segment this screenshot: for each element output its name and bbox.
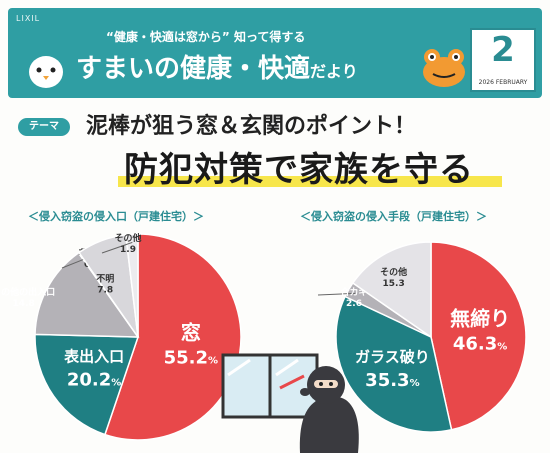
slice-value: 35.3%: [365, 370, 419, 391]
window-illustration: [221, 353, 319, 419]
slice-label: 窓: [181, 321, 201, 345]
slice-value: 14.8: [13, 299, 35, 309]
slice-label: ガラス破り: [355, 348, 430, 366]
title-main: すまいの健康・快適: [76, 54, 311, 84]
slice-value: 55.2%: [164, 348, 218, 369]
brand-logo: LIXIL: [16, 14, 41, 23]
pie-slice-2-1: [430, 241, 527, 431]
issue-month: 2: [491, 30, 515, 70]
newsletter-header: LIXIL “健康・快適は窓から” 知って得する すまいの健康・快適だより 2 …: [8, 8, 542, 98]
pie-slice-2-2: [335, 295, 453, 433]
slice-label: 無締り: [450, 307, 510, 331]
pie-slice-2-4: [351, 241, 432, 339]
pie-chart-entry: 窓55.2%表出入口20.2%その他の出入口14.8非常口0.1不明7.8その他…: [0, 232, 242, 441]
leader-line: [317, 292, 356, 296]
headline: 防犯対策で家族を守る: [124, 150, 474, 190]
issue-box: 2 2026 FEBRUARY: [470, 28, 536, 92]
issue-date: 2026 FEBRUARY: [478, 79, 528, 86]
theme-text: 泥棒が狙う窓＆玄関のポイント！: [86, 114, 417, 139]
pie-slice-1-2: [34, 333, 140, 436]
burglar-illustration: [299, 366, 359, 453]
header-subtitle: “健康・快適は窓から” 知って得する: [106, 30, 306, 44]
title-suffix: だより: [310, 62, 358, 81]
slice-value: 15.3: [383, 279, 405, 289]
leader-line: [61, 259, 84, 269]
newsletter-title: すまいの健康・快適だより: [76, 48, 358, 85]
chart-title-method: ＜侵入窃盗の侵入手段（戸建住宅）＞: [300, 210, 487, 223]
slice-label: その他: [380, 266, 407, 278]
slice-label: 不明: [96, 273, 114, 284]
slice-label: 表出入口: [64, 348, 124, 366]
frog-mascot-icon: [423, 49, 465, 87]
slice-value: 2.6: [346, 299, 362, 309]
slice-label: その他の出入口: [0, 286, 55, 298]
chart-title-entry: ＜侵入窃盗の侵入口（戸建住宅）＞: [28, 210, 204, 223]
slice-value: 1.9: [120, 245, 136, 255]
slice-value: 46.3%: [453, 334, 507, 355]
bird-mascot-icon: [29, 56, 63, 88]
slice-label: その他: [114, 232, 141, 244]
pie-slice-1-3: [34, 251, 140, 338]
leader-line: [101, 241, 133, 254]
theme-badge: テーマ: [18, 118, 70, 136]
slice-value: 7.8: [97, 285, 113, 295]
headline-highlight: [118, 176, 502, 187]
slice-value: 20.2%: [67, 370, 121, 391]
pie-slice-1-6: [124, 233, 139, 338]
